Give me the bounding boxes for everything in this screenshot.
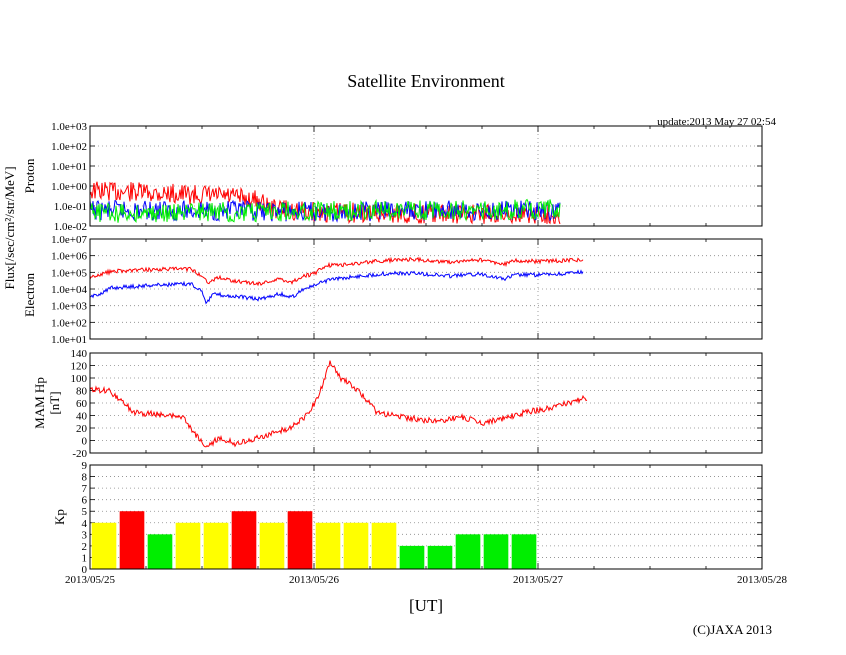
x-tick-label: 2013/05/26 — [289, 574, 340, 586]
kp-bar — [483, 534, 509, 569]
kp-bar — [259, 522, 285, 569]
panel-frame — [89, 238, 763, 340]
panel-ylabel-unit: [nT] — [47, 391, 62, 414]
y-tick-label: 120 — [71, 361, 88, 373]
y-tick-label: 1.0e+02 — [51, 317, 87, 329]
panel-ylabel: Proton — [22, 158, 37, 193]
kp-bar — [119, 511, 145, 569]
kp-bar — [91, 522, 117, 569]
y-tick-label: 7 — [82, 483, 88, 495]
y-tick-label: 60 — [76, 398, 88, 410]
y-tick-label: 6 — [82, 495, 88, 507]
y-tick-label: 3 — [82, 529, 88, 541]
y-tick-label: 40 — [76, 411, 88, 423]
y-tick-label: 1.0e+06 — [51, 251, 87, 263]
kp-bar — [455, 534, 481, 569]
y-tick-label: 1.0e+07 — [51, 234, 87, 246]
kp-bar — [315, 522, 341, 569]
x-tick-label: 2013/05/28 — [737, 574, 788, 586]
panel-frame — [89, 464, 763, 570]
panel-ylabel: Electron — [22, 272, 37, 317]
y-tick-label: 8 — [82, 472, 88, 484]
y-tick-label: 100 — [71, 373, 88, 385]
kp-bar — [371, 522, 397, 569]
y-tick-label: -20 — [72, 448, 87, 460]
kp-bar — [427, 545, 453, 569]
y-tick-label: 140 — [71, 348, 88, 360]
y-tick-label: 1.0e+03 — [51, 301, 87, 313]
x-axis-label: [UT] — [409, 596, 443, 615]
y-tick-label: 1.0e+00 — [51, 181, 87, 193]
y-tick-label: 9 — [82, 460, 88, 472]
panel-frame — [89, 352, 763, 454]
kp-bar — [147, 534, 173, 569]
kp-bar — [343, 522, 369, 569]
series-electron-blue — [89, 269, 584, 305]
y-tick-label: 1.0e+01 — [51, 161, 87, 173]
flux-axis-label: Flux[/sec/cm²/str/MeV] — [2, 166, 17, 289]
kp-bar — [399, 545, 425, 569]
copyright: (C)JAXA 2013 — [693, 622, 772, 637]
y-tick-label: 80 — [76, 386, 88, 398]
panel-proton: 1.0e-02 1.0e-01 1.0e+00 1.0e+01 1.0e+02 1.0e+… — [22, 121, 763, 233]
update-timestamp: update:2013 May 27 02:54 — [657, 116, 776, 128]
panel-ylabel: MAM Hp — [32, 377, 47, 429]
series-mam-hp — [89, 360, 588, 448]
kp-bar — [511, 534, 537, 569]
series-proton-green — [89, 198, 561, 223]
panel-frame — [89, 125, 763, 227]
kp-bar — [287, 511, 313, 569]
y-tick-label: 1.0e+02 — [51, 141, 87, 153]
series-electron-red — [89, 256, 584, 287]
y-tick-label: 1.0e+03 — [51, 121, 87, 133]
y-tick-label: 5 — [82, 506, 88, 518]
y-tick-label: 1.0e+05 — [51, 267, 87, 279]
panel-ylabel: Kp — [52, 509, 67, 525]
panel-electron: 1.0e+01 1.0e+02 1.0e+03 1.0e+04 1.0e+05 1.0e+… — [22, 234, 763, 346]
y-tick-label: 1.0e+01 — [51, 334, 87, 346]
y-tick-label: 1 — [82, 552, 88, 564]
kp-bar — [203, 522, 229, 569]
y-tick-label: 1.0e-02 — [54, 221, 87, 233]
kp-bar — [231, 511, 257, 569]
x-tick-label: 2013/05/25 — [65, 574, 116, 586]
y-tick-label: 0 — [82, 564, 88, 576]
y-tick-label: 1.0e+04 — [51, 284, 87, 296]
chart-title: Satellite Environment — [347, 71, 504, 91]
y-tick-label: 0 — [82, 436, 88, 448]
y-tick-label: 4 — [82, 518, 88, 530]
kp-bar — [175, 522, 201, 569]
x-tick-label: 2013/05/27 — [513, 574, 564, 586]
chart-panels: 1.0e-021.0e-011.0e+001.0e+011.0e+021.0e+… — [22, 121, 788, 586]
y-tick-label: 2 — [82, 541, 88, 553]
y-tick-label: 20 — [76, 423, 88, 435]
y-tick-label: 1.0e-01 — [54, 201, 87, 213]
